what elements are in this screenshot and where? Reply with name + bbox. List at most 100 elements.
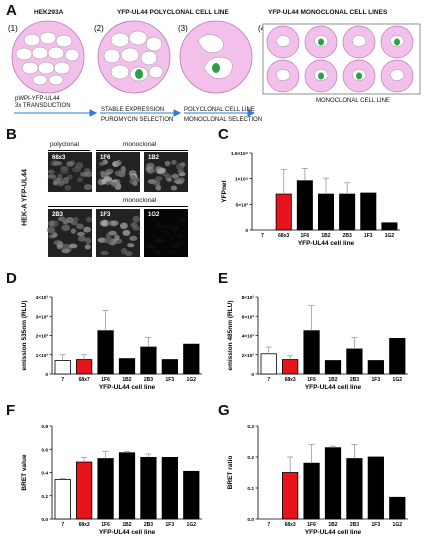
x-tick-label: 1F6 — [307, 522, 316, 528]
panel-label-d: D — [6, 270, 17, 287]
x-tick-label: 7 — [267, 377, 270, 383]
x-tick-label: 1B2 — [122, 522, 131, 528]
y-tick-label: 1×10³ — [36, 353, 49, 359]
y-tick-label: 4×10³ — [36, 295, 49, 301]
step-2-number: (2) — [94, 24, 104, 33]
chart-C: 0 5×10³ 1×10⁴ 1.5×10⁴ 7 68x3 1F6 1B2 2B3 1F3 1G2 YF… — [221, 151, 400, 247]
x-tick-label: 1B2 — [328, 377, 337, 383]
panel-label-f: F — [6, 402, 16, 419]
dish-3 — [179, 20, 253, 94]
y-tick-label: 0 — [45, 372, 48, 378]
y-axis-label: emission 485nm (RLU) — [227, 300, 234, 370]
yfp-nucleus — [356, 72, 362, 80]
x-tick-label: 1F3 — [372, 377, 381, 383]
y-tick-label: 3×10³ — [36, 314, 49, 320]
bar-2B3 — [346, 458, 363, 520]
header-hek293a: HEK293A — [34, 9, 64, 16]
bar-1B2 — [324, 360, 342, 375]
x-tick-label: 1F6 — [101, 522, 110, 528]
chart-G: 0.0 0.1 0.2 0.3 7 68x3 1F6 1B2 2B3 1F3 1G2 YFP-UL44… — [227, 424, 408, 536]
x-tick-label: 1B2 — [328, 522, 337, 528]
dish-2 — [97, 20, 171, 94]
micrograph-label: 1G2 — [148, 212, 160, 218]
micrograph-label: 1F6 — [100, 155, 111, 161]
bar-7 — [54, 360, 71, 375]
blue-arrows — [14, 109, 256, 117]
micrograph-label: 1F3 — [100, 212, 111, 218]
y-tick-label: 4×10³ — [242, 334, 255, 340]
x-tick-label: 1F6 — [101, 377, 110, 383]
y-tick-label: 2×10³ — [242, 353, 255, 359]
bar-1B2 — [317, 193, 335, 231]
x-tick-label: 2B3 — [350, 377, 359, 383]
yfp-nucleus — [318, 72, 324, 80]
y-tick-label: 0.0 — [247, 517, 254, 523]
bar-1F6 — [303, 462, 320, 520]
x-tick-label: 68x3 — [285, 377, 296, 383]
y-tick-label: 0.1 — [247, 486, 254, 492]
y-tick-label: 0.6 — [41, 447, 48, 453]
chart-E: 0 2×10³ 4×10³ 6×10³ 8×10³ 7 68x3 1F6 1B2 2B3 1F3 1G… — [227, 295, 408, 391]
y-axis-label: BRET ratio — [227, 456, 234, 490]
x-axis-label: YFP-UL44 cell line — [99, 529, 156, 536]
x-axis-label: YFP-UL44 cell line — [99, 384, 156, 391]
panel-label-a: A — [6, 2, 17, 19]
y-tick-label: 0.4 — [41, 471, 48, 477]
x-tick-label: 1G2 — [393, 377, 403, 383]
y-axis-label: emission 535nm (RLU) — [21, 300, 28, 370]
yfp-nucleus — [394, 38, 400, 46]
y-tick-label: 0.2 — [41, 494, 48, 500]
x-tick-label: 7 — [261, 233, 264, 239]
bar-7 — [54, 479, 71, 520]
bar-68x3 — [282, 472, 299, 520]
x-tick-label: 1G2 — [187, 522, 197, 528]
step4-text: MONOCLONAL CELL LINE — [316, 98, 390, 104]
y-tick-label: 0.2 — [247, 455, 254, 461]
header-polyclonal: YFP-UL44 POLYCLONAL CELL LINE — [117, 9, 229, 16]
group-line-monoclonal-bottom — [48, 206, 188, 207]
bar-1F6 — [296, 180, 313, 231]
bar-1F3 — [360, 192, 377, 231]
x-tick-label: 1G2 — [393, 522, 403, 528]
x-axis-label: YFP-UL44 cell line — [305, 384, 362, 391]
x-tick-label: 1F6 — [307, 377, 316, 383]
header-monoclonal: YFP-UL44 MONOCLONAL CELL LINES — [268, 9, 388, 16]
bar-68x7 — [76, 359, 93, 375]
chart-D: 0 1×10³ 2×10³ 3×10³ 4×10³ 7 68x7 1F6 1B2 2B3 1F3 1G… — [21, 295, 202, 391]
chart-F: 0.0 0.2 0.4 0.6 0.8 7 68x3 1F6 1B2 2B3 1F3 1G2 YFP-U… — [21, 424, 202, 536]
x-tick-label: 1F3 — [166, 377, 175, 383]
y-axis-label: YFPnet — [221, 179, 228, 202]
x-tick-label: 1G2 — [385, 233, 395, 239]
monoclonal-cell — [275, 68, 291, 81]
bar-1G2 — [183, 343, 200, 375]
x-tick-label: 7 — [267, 522, 270, 528]
bar-1G2 — [183, 470, 200, 520]
bar-1G2 — [389, 337, 406, 375]
y-tick-label: 6×10³ — [242, 314, 255, 320]
bar-2B3 — [140, 346, 157, 375]
x-axis-label: YFP-UL44 cell line — [305, 529, 362, 536]
x-tick-label: 1F3 — [372, 522, 381, 528]
x-tick-label: 7 — [61, 377, 64, 383]
bar-1F6 — [97, 330, 114, 375]
x-tick-label: 2B3 — [144, 522, 153, 528]
micrograph-label: 68x3 — [52, 155, 66, 161]
bar-1B2 — [324, 447, 342, 520]
panel-label-e: E — [218, 270, 229, 287]
bar-7 — [260, 353, 277, 375]
monoclonal-cell — [389, 68, 405, 81]
y-tick-label: 5×10³ — [236, 202, 249, 208]
yfp-nucleus — [318, 38, 324, 46]
panel-a-schematic: (1) (2) (3) (4) — [8, 20, 421, 117]
y-tick-label: 0.8 — [41, 424, 48, 430]
step2-text-1: STABLE EXPRESSION — [101, 107, 165, 113]
bar-2B3 — [339, 193, 356, 231]
bar-2B3 — [346, 348, 363, 375]
micrograph-label: 1B2 — [148, 155, 160, 161]
bar-1G2 — [381, 222, 398, 231]
bar-1F3 — [161, 359, 178, 375]
x-tick-label: 7 — [61, 522, 64, 528]
bar-1B2 — [118, 358, 136, 375]
